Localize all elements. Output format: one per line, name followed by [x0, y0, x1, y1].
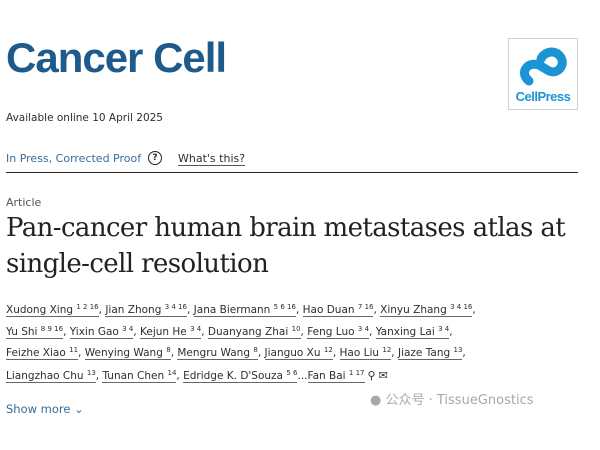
author-name: Hao Duan: [302, 304, 355, 316]
author-affiliation: 5 6 16: [273, 303, 296, 311]
watermark-text: 公众号 · TissueGnostics: [385, 393, 534, 408]
question-circle-icon[interactable]: ?: [148, 151, 162, 165]
author-link[interactable]: Fan Bai 1 17: [307, 368, 365, 383]
author-affiliation: 3 4: [190, 324, 202, 333]
author-link[interactable]: Mengru Wang 8: [177, 346, 258, 360]
author-name: Jana Biermann: [193, 304, 271, 316]
author-link[interactable]: Hao Duan 7 16: [302, 303, 374, 317]
author-name: Duanyang Zhai: [207, 325, 289, 338]
author-link[interactable]: Yu Shi 8 9 16: [6, 324, 64, 339]
author-link[interactable]: Jianguo Xu 12: [264, 346, 333, 360]
author-link[interactable]: Edridge K. D'Souza 5 6: [183, 368, 298, 383]
article-title: Pan-cancer human brain metastases atlas …: [6, 213, 566, 279]
author-affiliation: 3 4: [357, 324, 370, 333]
author-link[interactable]: Jana Biermann 5 6 16: [193, 303, 296, 317]
author-affiliation: 8: [166, 346, 171, 354]
author-link[interactable]: Wenying Wang 8: [84, 346, 171, 360]
author-name: Xudong Xing: [6, 304, 74, 316]
author-affiliation: 1 2 16: [76, 303, 99, 311]
author-link[interactable]: Yanxing Lai 3 4: [375, 324, 450, 339]
available-online-date: Available online 10 April 2025: [6, 112, 163, 124]
status-bar: In Press, Corrected Proof ? What's this?: [6, 151, 578, 173]
author-affiliation: 13: [453, 346, 463, 354]
author-name: Yanxing Lai: [375, 325, 435, 338]
wechat-icon: ●: [370, 393, 382, 408]
author-link[interactable]: Jiaze Tang 13: [397, 346, 463, 360]
author-affiliation: 13: [86, 368, 96, 377]
author-affiliation: 3 4: [438, 324, 450, 333]
author-affiliation: 5 6: [286, 368, 298, 377]
author-link[interactable]: Xudong Xing 1 2 16: [6, 304, 99, 317]
author-affiliation: 3 4 16: [164, 303, 187, 311]
author-name: Fan Bai: [307, 369, 346, 382]
article-type: Article: [6, 196, 42, 209]
author-affiliation: 7 16: [357, 303, 374, 311]
author-link[interactable]: Liangzhao Chu 13: [6, 368, 96, 383]
author-name: Mengru Wang: [177, 347, 250, 359]
author-link[interactable]: Duanyang Zhai 10: [207, 324, 301, 339]
author-name: Wenying Wang: [84, 347, 163, 359]
author-link[interactable]: Jian Zhong 3 4 16: [105, 304, 187, 317]
author-name: Feizhe Xiao: [6, 347, 66, 359]
author-affiliation: 3 4: [122, 324, 134, 333]
author-link[interactable]: Kejun He 3 4: [140, 324, 202, 339]
author-affiliation: 11: [69, 346, 79, 354]
author-affiliation: 3 4 16: [450, 303, 473, 311]
chevron-down-icon: ⌄: [74, 402, 84, 416]
cellpress-logo-icon: [520, 47, 567, 86]
author-name: Jian Zhong: [105, 304, 162, 316]
author-link[interactable]: Hao Liu 12: [339, 346, 392, 360]
author-link[interactable]: Tunan Chen 14: [102, 368, 177, 383]
show-more-label: Show more: [6, 402, 71, 416]
author-name: Yixin Gao: [69, 325, 119, 338]
author-link[interactable]: Xinyu Zhang 3 4 16: [380, 303, 473, 317]
author-affiliation: 12: [382, 346, 392, 354]
author-link[interactable]: Yixin Gao 3 4: [69, 324, 134, 339]
person-icon[interactable]: ⚲: [367, 368, 376, 382]
cellpress-logo[interactable]: CellPress: [508, 38, 578, 110]
author-affiliation: 10: [291, 324, 301, 333]
author-name: Tunan Chen: [102, 369, 165, 382]
author-name: Liangzhao Chu: [6, 369, 84, 382]
show-more-button[interactable]: Show more ⌄: [6, 402, 84, 416]
author-affiliation: 12: [323, 346, 333, 354]
author-affiliation: 8 9 16: [40, 324, 64, 333]
author-name: Jiaze Tang: [397, 347, 451, 359]
author-name: Hao Liu: [339, 347, 380, 359]
author-name: Jianguo Xu: [264, 347, 321, 359]
author-name: Feng Luo: [307, 325, 355, 338]
author-name: Edridge K. D'Souza: [183, 369, 283, 382]
article-status: In Press, Corrected Proof: [6, 152, 142, 165]
author-link[interactable]: Feng Luo 3 4: [307, 324, 370, 339]
author-name: Xinyu Zhang: [380, 304, 447, 316]
author-affiliation: 8: [253, 346, 258, 354]
author-list: Xudong Xing 1 2 16, Jian Zhong 3 4 16, J…: [6, 300, 586, 387]
watermark: ● 公众号 · TissueGnostics: [370, 389, 534, 408]
author-name: Kejun He: [140, 325, 187, 338]
author-affiliation: 14: [167, 368, 177, 377]
author-name: Yu Shi: [6, 325, 38, 338]
whats-this-link[interactable]: What's this?: [178, 152, 246, 166]
author-link[interactable]: Feizhe Xiao 11: [6, 346, 79, 360]
journal-title[interactable]: Cancer Cell: [6, 34, 227, 81]
author-affiliation: 1 17: [348, 368, 365, 377]
email-icon[interactable]: ✉: [378, 368, 388, 382]
logo-text: CellPress: [515, 89, 571, 104]
